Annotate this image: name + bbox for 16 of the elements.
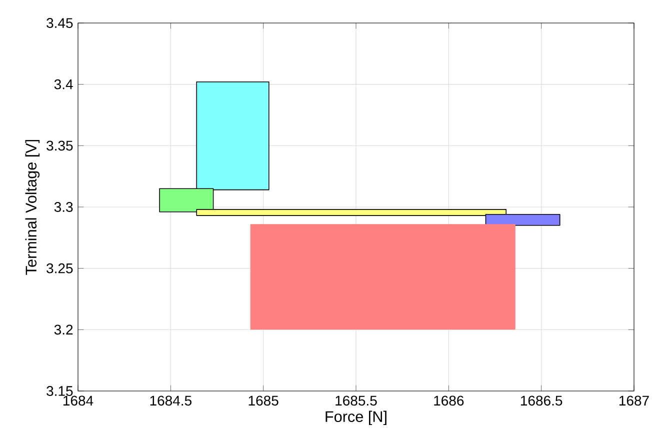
x-tick-label: 1684.5: [150, 396, 192, 406]
y-tick-label: 3.2: [54, 324, 73, 335]
x-tick-label: 1685: [248, 396, 278, 406]
y-tick-label: 3.15: [46, 386, 73, 396]
x-tick-label: 1687: [619, 396, 649, 406]
x-axis-title: Force [N]: [326, 410, 386, 426]
y-tick-label: 3.35: [46, 140, 73, 151]
y-tick-label: 3.25: [46, 263, 73, 274]
y-axis-title: Terminal Voltage [V]: [25, 140, 40, 275]
y-tick-label: 3.3: [54, 202, 73, 212]
y-tick-label: 3.45: [46, 18, 73, 28]
x-tick-label: 1686.5: [520, 396, 562, 406]
x-tick-label: 1684: [64, 396, 94, 406]
x-tick-label: 1686: [434, 396, 464, 406]
y-tick-label: 3.4: [54, 79, 73, 90]
x-tick-label: 1685.5: [336, 396, 377, 406]
